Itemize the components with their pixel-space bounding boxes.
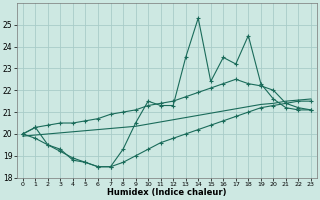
X-axis label: Humidex (Indice chaleur): Humidex (Indice chaleur) xyxy=(107,188,227,197)
